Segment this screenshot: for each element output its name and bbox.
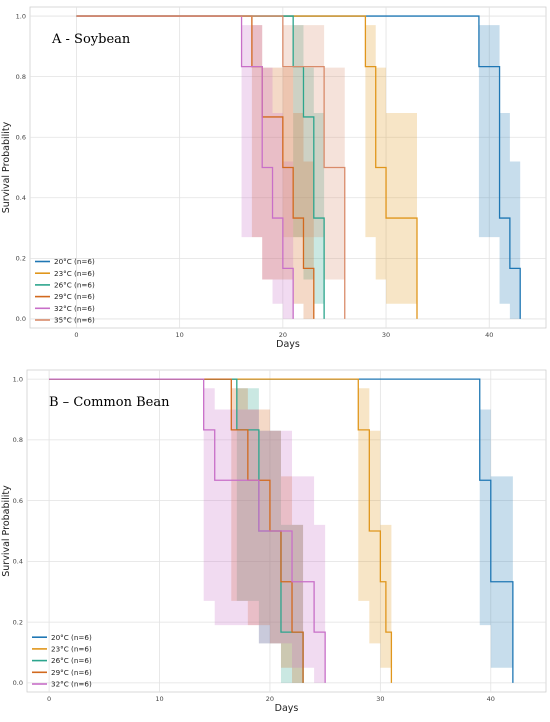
panel-a: 0 10 20 30 40 0.0 0.2 0.4 0.6 0.8 1.0 A - Soybean Da…	[1, 6, 547, 350]
panel-b-ci-band-29c	[231, 388, 304, 683]
panel-a-x-tick-label: 10	[175, 331, 183, 339]
legend-label-20c: 20°C (n=6)	[51, 633, 92, 642]
panel-b-survival-line-20c	[49, 378, 514, 683]
panel-a-y-tick-label: 0.6	[16, 134, 26, 142]
legend-label-26c: 26°C (n=6)	[54, 281, 95, 290]
legend-label-35c: 35°C (n=6)	[54, 316, 95, 325]
panel-a-y-tick-label: 0.4	[16, 194, 26, 202]
panel-b-ci-band-32c	[203, 388, 326, 683]
panel-a-survival-line-26c	[76, 15, 325, 319]
panel-a-survival-line-23c	[76, 15, 418, 319]
panel-b-x-tick-label: 20	[266, 695, 274, 703]
legend-label-26c: 26°C (n=6)	[51, 656, 92, 665]
legend-label-32c: 32°C (n=6)	[54, 304, 95, 313]
panel-a-legend: 20°C (n=6) 23°C (n=6) 26°C (n=6) 29°C (n=6)…	[35, 257, 95, 325]
panel-b-y-tick-label: 0.2	[13, 618, 23, 626]
panel-b-ci-band-26c	[236, 388, 304, 683]
panel-b-survival-line-32c	[49, 378, 326, 683]
legend-label-20c: 20°C (n=6)	[54, 257, 95, 266]
panel-b: 0 10 20 30 40 0.0 0.2 0.4 0.6 0.8 1.0 B – Common Be…	[1, 369, 547, 714]
panel-b-y-axis-label: Survival Probability	[1, 485, 12, 577]
panel-b-y-tick-label: 0.4	[13, 558, 23, 566]
panel-b-y-tick-label: 0.0	[13, 679, 23, 687]
panel-b-survival-line-23c	[49, 378, 393, 683]
panel-b-y-tick-label: 0.8	[13, 436, 23, 444]
panel-a-survival-line-20c	[76, 15, 521, 319]
panel-a-survival-line-32c	[76, 15, 294, 319]
legend-label-23c: 23°C (n=6)	[51, 645, 92, 654]
panel-a-title: A - Soybean	[51, 32, 131, 47]
panel-a-x-tick-label: 40	[485, 331, 493, 339]
panel-a-y-tick-label: 0.8	[16, 73, 26, 81]
panel-a-y-tick-label: 0.0	[16, 315, 26, 323]
panel-b-x-tick-label: 0	[47, 695, 51, 703]
legend-label-29c: 29°C (n=6)	[54, 292, 95, 301]
panel-a-x-tick-label: 0	[74, 331, 78, 339]
panel-b-x-tick-label: 30	[376, 695, 384, 703]
panel-a-ci-band-29c	[251, 25, 314, 319]
panel-b-x-tick-label: 10	[155, 695, 163, 703]
panel-a-y-tick-label: 0.2	[16, 255, 26, 263]
panel-a-y-axis-label: Survival Probability	[1, 121, 12, 213]
panel-b-ci-band-23c	[358, 388, 392, 668]
panel-a-ci-band-26c	[293, 25, 325, 304]
legend-label-29c: 29°C (n=6)	[51, 668, 92, 677]
legend-label-23c: 23°C (n=6)	[54, 269, 95, 278]
panel-b-legend: 20°C (n=6) 23°C (n=6) 26°C (n=6) 29°C (n=6)…	[32, 633, 92, 689]
panel-b-y-tick-label: 1.0	[13, 375, 23, 383]
panel-a-x-tick-label: 30	[382, 331, 390, 339]
panel-b-title: B – Common Bean	[49, 395, 170, 410]
panel-a-ci-band-32c	[241, 25, 294, 319]
panel-a-ci-band-23c	[365, 25, 417, 304]
panel-b-x-tick-label: 40	[487, 695, 495, 703]
panel-a-x-axis-label: Days	[276, 339, 300, 350]
panel-b-x-axis-label: Days	[275, 703, 299, 714]
panel-b-y-tick-label: 0.6	[13, 497, 23, 505]
panel-b-ci-band-20c	[479, 409, 513, 668]
legend-label-32c: 32°C (n=6)	[51, 680, 92, 689]
panel-a-y-tick-label: 1.0	[16, 12, 26, 20]
panel-a-survival-line-35c	[76, 15, 346, 319]
panel-a-x-tick-label: 20	[279, 331, 287, 339]
